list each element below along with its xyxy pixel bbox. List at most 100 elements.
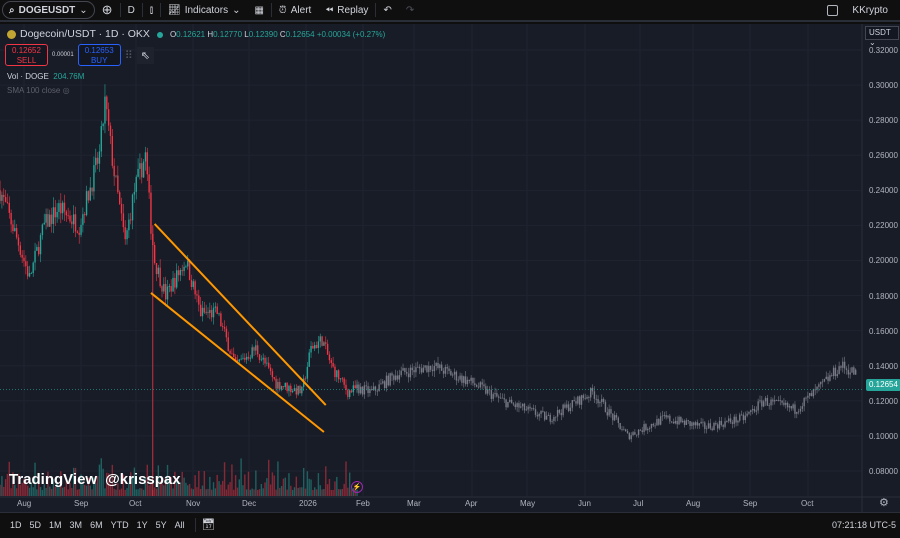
candle xyxy=(247,356,250,359)
goto-date-calendar-icon[interactable]: 📅︎ xyxy=(201,519,216,531)
fullscreen-button[interactable] xyxy=(820,0,845,21)
range-6m[interactable]: 6M xyxy=(90,519,103,530)
layouts-button[interactable]: ▦ xyxy=(247,0,270,21)
candle xyxy=(234,357,237,360)
volume-bar xyxy=(249,489,252,496)
candle xyxy=(764,397,767,402)
symbol-search[interactable]: ⌕ DOGEUSDT ⌄ xyxy=(2,1,95,19)
candle xyxy=(722,424,724,427)
redo-button[interactable]: ↷ xyxy=(399,0,421,21)
candle xyxy=(350,390,353,393)
candle xyxy=(680,416,682,423)
undo-button[interactable]: ↶ xyxy=(376,0,398,21)
price-tick: 0.10000 xyxy=(869,431,898,441)
price-chart[interactable] xyxy=(0,24,900,512)
candle xyxy=(838,366,840,375)
interval-button[interactable]: D xyxy=(127,4,135,16)
candle xyxy=(328,354,331,361)
chart-area[interactable] xyxy=(0,24,900,512)
compare-button[interactable]: ⊕ xyxy=(95,0,120,21)
volume-bar xyxy=(240,458,242,496)
candle xyxy=(479,382,482,388)
currency-select[interactable]: USDT ⌄ xyxy=(865,26,899,47)
symbol-title[interactable]: Dogecoin/USDT · 1D · OKX xyxy=(20,28,150,40)
sell-button[interactable]: 0.12652 SELL xyxy=(5,44,48,66)
candle xyxy=(418,366,421,369)
clock[interactable]: 07:21:18 UTC-5 xyxy=(831,519,896,530)
candle xyxy=(498,396,500,398)
alert-button[interactable]: ⏰︎ Alert xyxy=(272,0,318,21)
search-icon: ⌕ xyxy=(9,4,15,16)
volume-bar xyxy=(312,489,314,496)
candle xyxy=(297,385,299,395)
candle xyxy=(606,412,608,416)
candle xyxy=(139,163,141,169)
lightning-icon[interactable]: ⚡ xyxy=(351,481,363,493)
candle xyxy=(131,194,134,221)
range-1y[interactable]: 1Y xyxy=(136,519,148,530)
volume-bar xyxy=(347,487,349,496)
user-menu[interactable]: KKrypto xyxy=(852,4,888,16)
candle xyxy=(545,415,548,420)
candle xyxy=(179,270,182,276)
trendline[interactable] xyxy=(150,292,325,433)
candle xyxy=(650,423,653,429)
volume-bar xyxy=(203,471,206,496)
volume-bar xyxy=(251,488,253,496)
candle xyxy=(260,359,263,361)
volume-bar xyxy=(148,485,150,496)
candle xyxy=(540,411,542,414)
settings-gear-icon[interactable]: ⚙ xyxy=(879,497,889,509)
time-tick: Sep xyxy=(74,499,89,508)
volume-bar xyxy=(128,482,130,496)
candle xyxy=(380,383,382,385)
candle xyxy=(426,365,428,372)
range-1d[interactable]: 1D xyxy=(10,519,22,530)
volume-bar xyxy=(286,489,288,496)
volume-bar xyxy=(93,477,95,496)
candle xyxy=(670,421,673,423)
range-all[interactable]: All xyxy=(174,519,185,530)
volume-value: 204.76M xyxy=(53,72,85,81)
volume-bar xyxy=(199,488,202,496)
trendline[interactable] xyxy=(153,223,327,406)
eye-hidden-icon[interactable]: ◎ xyxy=(62,86,70,95)
volume-bar xyxy=(133,467,136,496)
candle xyxy=(544,411,546,420)
candle xyxy=(531,408,533,410)
range-5y[interactable]: 5Y xyxy=(155,519,167,530)
range-5d[interactable]: 5D xyxy=(29,519,42,530)
indicators-button[interactable]: 📈︎ Indicators ⌄ xyxy=(161,0,247,21)
volume-bar xyxy=(111,464,114,496)
candle xyxy=(113,165,115,177)
range-3m[interactable]: 3M xyxy=(69,519,83,530)
buy-button[interactable]: 0.12653 BUY xyxy=(77,44,121,66)
candle xyxy=(144,152,147,162)
candle xyxy=(748,412,750,414)
candle xyxy=(80,224,82,235)
candle xyxy=(406,372,408,374)
candle xyxy=(567,404,570,412)
candle xyxy=(518,403,520,408)
drag-handle-icon[interactable]: ⠿ xyxy=(124,49,133,62)
candle xyxy=(525,409,528,411)
candle xyxy=(571,400,574,408)
candle xyxy=(843,361,846,369)
candle xyxy=(63,202,66,212)
candle xyxy=(523,403,526,411)
candle xyxy=(347,390,349,397)
candle xyxy=(107,109,110,126)
candle xyxy=(308,352,310,367)
replay-button[interactable]: ⏪︎ Replay xyxy=(318,0,375,21)
volume-bar xyxy=(113,488,115,496)
candle xyxy=(142,161,145,178)
range-ytd[interactable]: YTD xyxy=(110,519,129,530)
chart-type-button[interactable]: ⫾ xyxy=(143,0,160,21)
candle xyxy=(203,307,206,313)
candle xyxy=(807,395,809,398)
candle xyxy=(233,353,235,358)
range-1m[interactable]: 1M xyxy=(49,519,62,530)
volume-bar xyxy=(155,488,158,496)
candle xyxy=(762,401,765,407)
candle xyxy=(700,421,702,424)
